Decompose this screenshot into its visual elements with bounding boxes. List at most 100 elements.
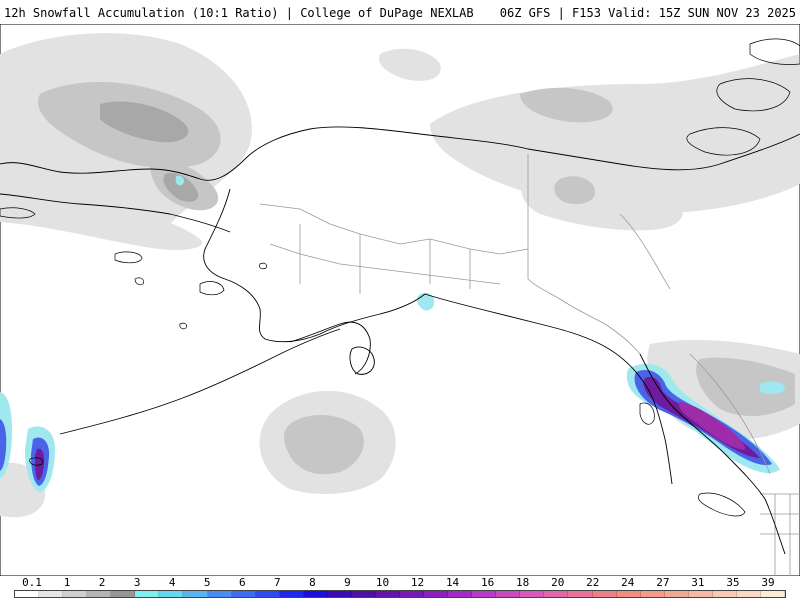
snowfall-area-edge-blue	[0, 419, 7, 471]
legend-label: 16	[480, 576, 495, 589]
legend-swatch	[736, 591, 761, 597]
island-haida-gwaii	[639, 402, 655, 425]
island-banks	[716, 78, 791, 112]
snowfall-heavy-areas	[100, 101, 199, 202]
border-us-states	[760, 494, 800, 576]
snowfall-area-arctic-islands	[379, 48, 441, 81]
legend-swatch	[592, 591, 617, 597]
legend-swatch	[231, 591, 256, 597]
snowfall-area-west-purple	[35, 448, 45, 480]
coastline-chukotka	[0, 128, 311, 181]
legend-label: 4	[168, 576, 176, 589]
legend-label: 1	[63, 576, 71, 589]
snowfall-spot-chukotka	[175, 175, 185, 186]
legend-label: 31	[691, 576, 705, 589]
island-nunivak	[199, 281, 225, 296]
legend-label: 3	[133, 576, 141, 589]
coastline-kodiak	[349, 346, 375, 375]
coastline-bc-inner	[639, 353, 786, 555]
legend-label: 10	[375, 576, 390, 589]
snowfall-intense-west	[0, 392, 55, 492]
island-attu	[29, 457, 44, 466]
legend-label: 2	[98, 576, 106, 589]
legend-swatch	[400, 591, 425, 597]
legend-label: 18	[516, 576, 530, 589]
legend-label: 12	[410, 576, 425, 589]
island-bering-small	[259, 262, 267, 270]
coastlines	[0, 126, 800, 555]
island-victoria	[686, 127, 761, 156]
coastline-southcentral	[424, 293, 673, 485]
legend-swatch	[159, 591, 184, 597]
legend-label: 39	[761, 576, 775, 589]
coastline-arctic-alaska	[309, 126, 800, 171]
legend-labels: 0.1 1 2 3 4 5 6 7 8 9 10 12 14 16 18 20 22 24 27 31 35 39	[0, 576, 800, 589]
legend-label: 7	[274, 576, 281, 589]
legend-swatch	[472, 591, 497, 597]
legend-swatch	[303, 591, 328, 597]
legend-label: 24	[621, 576, 635, 589]
legend-label: 20	[551, 576, 565, 589]
snowfall-spot-bc-interior	[760, 381, 785, 395]
legend-swatch	[568, 591, 593, 597]
legend-swatch	[640, 591, 665, 597]
legend-swatch	[616, 591, 641, 597]
legend-swatch	[664, 591, 689, 597]
legend-label: 9	[344, 576, 351, 589]
island-vancouver	[698, 492, 746, 517]
legend-label: 35	[726, 576, 740, 589]
snowfall-legend: 0.1 1 2 3 4 5 6 7 8 9 10 12 14 16 18 20 22 24 27 31 35 39	[0, 576, 800, 600]
island-pribilof	[179, 322, 187, 330]
legend-color-bar	[14, 590, 786, 598]
legend-swatch	[712, 591, 737, 597]
snowfall-intense-coast	[626, 363, 780, 474]
legend-swatch	[279, 591, 304, 597]
map-header: 12h Snowfall Accumulation (10:1 Ratio) |…	[0, 0, 800, 24]
legend-swatch	[351, 591, 376, 597]
snowfall-area-bc-interior-core	[696, 357, 795, 416]
alaska-borough-lines	[259, 203, 529, 294]
legend-swatch	[688, 591, 713, 597]
snowfall-area-bc-coast-magenta	[679, 402, 746, 450]
snowfall-area-yukon	[554, 176, 595, 204]
legend-swatch	[520, 591, 545, 597]
island-ellesmere	[749, 38, 800, 65]
legend-label: 6	[238, 576, 246, 589]
legend-swatch	[255, 591, 280, 597]
snowfall-area-canada-north-core	[520, 87, 613, 123]
legend-swatch	[448, 591, 473, 597]
snowfall-area-chukotka-peak	[163, 172, 199, 202]
legend-swatch	[15, 591, 40, 597]
snowfall-area-siberia-peak	[100, 101, 189, 143]
legend-swatch	[135, 591, 160, 597]
legend-swatch	[496, 591, 521, 597]
coastline-aleutian-chain	[59, 328, 341, 435]
border-yukon-nwt	[619, 213, 671, 290]
legend-swatch	[760, 591, 785, 597]
legend-swatch	[327, 591, 352, 597]
snowfall-area-gulf-core	[284, 414, 364, 475]
model-valid-time: 06Z GFS | F153 Valid: 15Z SUN NOV 23 202…	[499, 6, 796, 20]
legend-label: 22	[586, 576, 600, 589]
legend-label: 8	[309, 576, 316, 589]
legend-swatch	[424, 591, 449, 597]
legend-swatch	[87, 591, 112, 597]
island-wrangel	[0, 207, 36, 219]
legend-swatch	[111, 591, 136, 597]
island-st-lawrence	[114, 251, 143, 264]
coastline-chukotka-south	[0, 193, 231, 233]
border-alaska-canada	[527, 154, 641, 355]
legend-swatch	[207, 591, 232, 597]
border-bc-alberta	[689, 353, 771, 475]
islands	[0, 38, 800, 517]
island-st-matthew	[134, 277, 144, 286]
snowfall-area-bering-strip	[0, 174, 202, 250]
legend-label: 5	[203, 576, 211, 589]
political-borders	[259, 154, 800, 576]
product-title: 12h Snowfall Accumulation (10:1 Ratio) |…	[4, 6, 474, 20]
legend-label: 27	[656, 576, 670, 589]
coastline-alaska-peninsula	[289, 321, 371, 375]
coastline-west-alaska	[203, 188, 426, 343]
legend-swatch	[375, 591, 400, 597]
legend-swatch	[63, 591, 88, 597]
